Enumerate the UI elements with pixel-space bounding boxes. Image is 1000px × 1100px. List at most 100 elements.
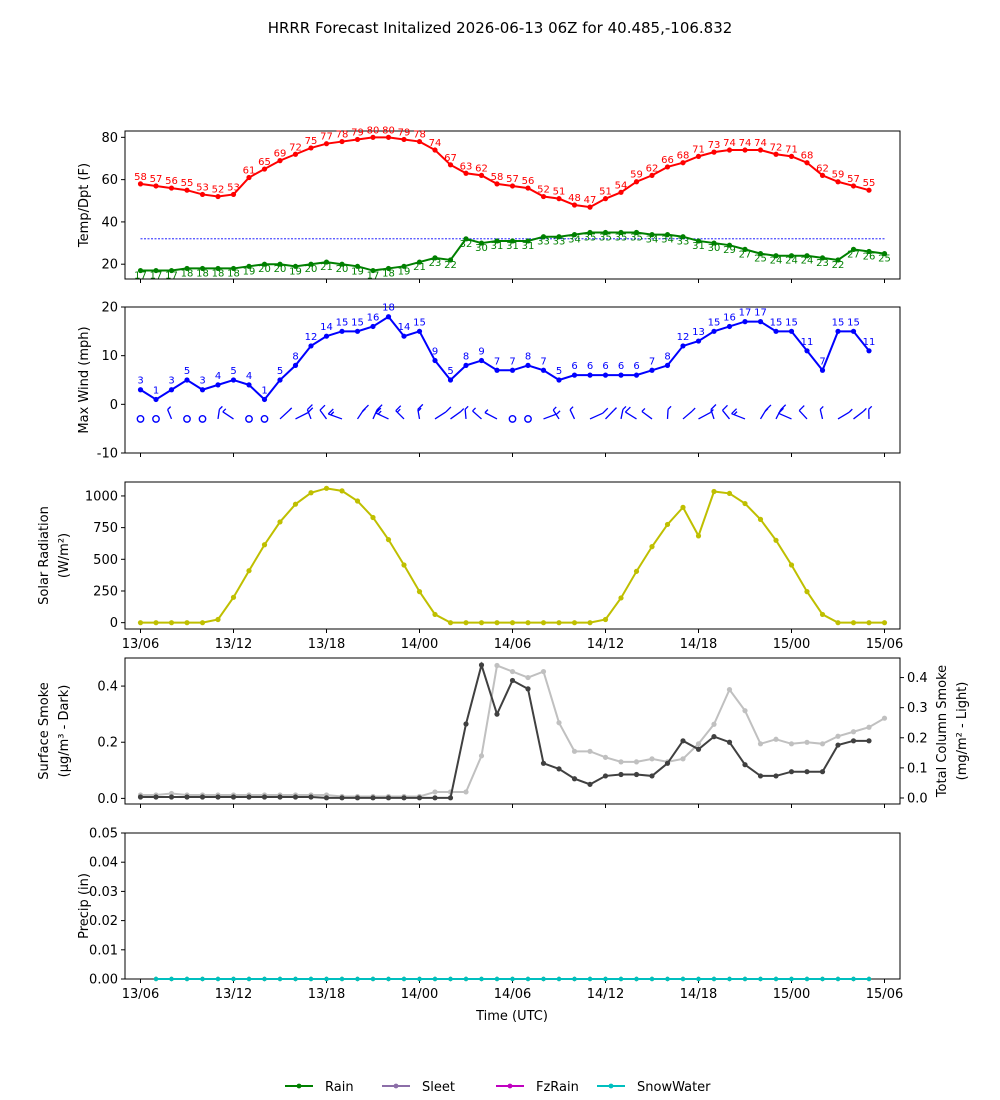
legend-item: FzRain [496,1080,579,1095]
surface-smoke-point [292,794,299,800]
wind-barb-feather [602,407,609,414]
dewpoint-point [773,253,779,259]
snowwater-point [293,976,298,982]
snowwater-point [215,976,221,982]
y-axis-label: Solar Radiation [37,506,52,605]
wind-barb [395,405,405,420]
wind-barb-half-feather [733,411,738,416]
solar-point [649,544,655,550]
column-smoke-point [757,741,764,747]
dewpoint-value-label: 34 [661,235,674,246]
snowwater-point [665,976,670,982]
temp-point [292,151,299,157]
temp-value-label: 57 [847,174,860,185]
y-axis-label: Surface Smoke [37,682,52,780]
wind-point [261,396,268,403]
y-axis-label: Temp/Dpt (F) [77,163,92,248]
calm-wind-barb [136,415,145,423]
column-smoke-point [788,741,795,747]
dewpoint-point [478,240,485,246]
y2-tick-label: 0.1 [907,761,928,776]
wind-barb-shaft [569,409,576,420]
dewpoint-value-label: 31 [522,241,535,252]
wind-point [633,372,640,378]
temp-value-label: 78 [413,130,426,141]
wind-value-label: 1 [261,385,267,396]
wind-barb-half-feather [556,410,561,415]
legend-label: Rain [325,1080,354,1095]
wind-barb [279,407,293,420]
wind-point [602,372,609,378]
wind-barb-half-feather [218,405,223,410]
temp-point [463,170,469,176]
wind-barb [552,406,560,420]
calm-wind-barb [198,415,207,423]
column-smoke-point [494,662,500,669]
surface-smoke-point [525,686,531,692]
solar-point [881,620,888,626]
surface-smoke-point [757,773,764,779]
snowwater-point [789,976,794,982]
snowwater-point [556,976,562,982]
wind-point [711,328,717,334]
temp-point [633,179,640,185]
dewpoint-point [695,238,702,244]
wind-value-label: 8 [664,351,670,362]
temp-point [385,134,392,140]
temp-point [742,147,748,153]
dewpoint-value-label: 19 [398,266,411,277]
wind-barb-half-feather [472,407,477,412]
wind-barb [759,404,772,420]
snowwater-point [231,976,236,982]
wind-barb-half-feather [375,407,380,412]
temp-value-label: 77 [320,132,333,143]
x-tick-label: 13/18 [308,637,345,652]
surface-smoke-point [494,711,500,717]
wind-barb-half-feather [641,408,646,412]
dewpoint-value-label: 18 [382,268,395,279]
temp-value-label: 72 [770,142,783,153]
temp-point [788,153,795,159]
column-smoke-point [742,708,748,714]
dewpoint-point [664,232,671,238]
wind-barb-shaft [625,411,637,420]
wind-barb-half-feather [361,408,366,413]
wind-barb-feather [319,404,326,411]
snowwater-point [541,976,546,982]
wind-point [742,319,748,325]
dewpoint-value-label: 33 [553,237,566,248]
column-smoke-point [478,753,485,759]
wind-barb-shaft [472,410,482,420]
wind-point [757,319,764,325]
dewpoint-point [835,257,841,263]
temp-value-label: 62 [475,163,488,174]
legend-swatch-marker [608,1083,614,1089]
plot-frame [124,481,901,630]
surface-smoke-point [571,776,578,782]
wind-barb-shaft [222,411,234,420]
dewpoint-point [416,259,423,265]
legend-item: Sleet [382,1080,455,1095]
snowwater-point [479,976,484,982]
surface-smoke-point [447,795,454,801]
temp-value-label: 56 [165,176,178,187]
wind-barb [222,408,234,420]
wind-barb-half-feather [464,405,469,410]
legend-label: Sleet [422,1080,455,1095]
temp-value-label: 48 [568,193,581,204]
wind-value-label: 15 [847,317,860,328]
surface-smoke-point [432,795,438,801]
column-smoke-point [866,724,872,730]
wind-barb-feather [798,405,805,411]
dewpoint-value-label: 27 [739,249,752,260]
dewpoint-value-label: 18 [196,268,209,279]
wind-point [184,377,190,383]
solar-point [184,620,190,626]
wind-barb-half-feather [222,408,227,413]
wind-point [773,328,779,334]
wind-barb [778,407,792,420]
temp-point [618,189,624,195]
solar-point [664,521,671,528]
dewpoint-value-label: 25 [878,254,891,265]
